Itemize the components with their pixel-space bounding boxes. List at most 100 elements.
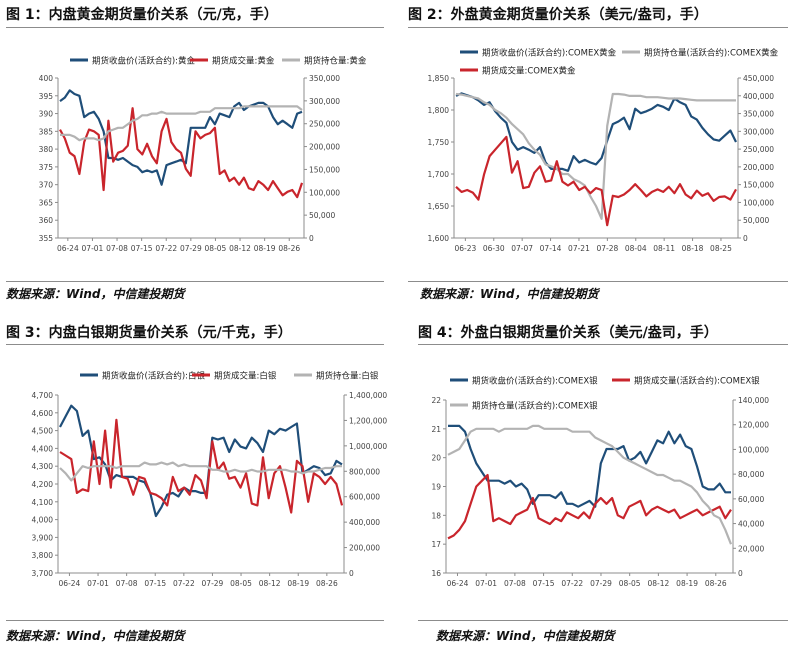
chart-3-right-tick-label: 0 [349,569,354,578]
chart-4-legend-label: 期货收盘价(活跃合约):COMEX银 [472,376,598,387]
chart-4-left-tick-label: 22 [431,396,441,405]
chart-1-right-tick-label: 250,000 [309,120,340,129]
chart-2-right-tick-label: 250,000 [743,145,774,154]
chart-2-series-2-line [455,92,736,220]
chart-3: 3,700 3,800 3,900 4,000 4,100 4,200 4,300 4,400… [32,371,388,589]
chart-3-x-tick-label: 07-15 [144,579,166,588]
source-rule-1 [6,281,384,282]
chart-1-series-1-line [59,89,303,186]
chart-2-right-tick-label: 150,000 [743,181,774,190]
chart-1-title: 图 1：内盘黄金期货量价关系（元/克，手） [6,7,278,23]
title-rule-4 [418,344,788,345]
chart-3-left-tick-label: 4,500 [32,427,54,436]
chart-1-legend-label: 期货成交量:黄金 [212,56,275,67]
chart-1-right-tick-label: 350,000 [309,74,340,83]
chart-2-left-tick-label: 1,600 [428,234,450,243]
chart-3-left-tick-label: 4,200 [32,480,54,489]
chart-1-x-tick-label: 07-08 [106,244,128,253]
chart-4-x-tick-label: 08-05 [619,579,641,588]
chart-3-left-tick-label: 4,100 [32,498,54,507]
chart-4-left-tick-label: 21 [431,425,441,434]
chart-2-series-3-line [455,135,737,227]
chart-1-series-2-line [59,107,304,199]
chart-2-right-tick-label: 200,000 [743,163,774,172]
chart-3-left-tick-label: 4,700 [32,391,54,400]
chart-3-right-tick-label: 600,000 [349,493,380,502]
chart-2-x-tick-label: 08-25 [710,244,732,253]
chart-2-right-tick-label: 300,000 [743,127,774,136]
chart-2-left-tick-label: 1,700 [428,170,450,179]
chart-4-series-1-line [448,424,731,508]
chart-2: 1,600 1,650 1,700 1,750 1,800 1,850 0 50,000 100… [428,48,779,254]
chart-3-left-tick-label: 4,300 [32,462,54,471]
chart-4-left-tick-label: 17 [431,540,441,549]
chart-2-right-tick-label: 50,000 [743,216,769,225]
chart-3-right-tick-label: 200,000 [349,544,380,553]
chart-2-x-tick-label: 07-07 [511,244,533,253]
chart-2-right-tick-label: 350,000 [743,110,774,119]
chart-1-x-tick-label: 06-24 [57,244,79,253]
chart-2-x-tick-label: 07-21 [568,244,590,253]
chart-3-series-2-line [59,418,344,514]
chart-3-x-tick-label: 07-29 [202,579,224,588]
chart-4-right-tick-label: 40,000 [738,520,764,529]
chart-3-x-tick-label: 08-05 [230,579,252,588]
chart-4-right-tick-label: 0 [738,569,743,578]
chart-1-x-tick-label: 08-12 [229,244,251,253]
chart-3-legend-label: 期货成交量:白银 [214,371,277,382]
chart-4-x-tick-label: 08-26 [705,579,727,588]
chart-1-x-tick-label: 07-01 [82,244,104,253]
chart-1-right-tick-label: 300,000 [309,97,340,106]
chart-2-legend-label: 期货收盘价(活跃合约):COMEX黄金 [482,48,617,59]
chart-4-left-tick-label: 16 [431,569,441,578]
chart-1-left-tick-label: 380 [39,145,54,154]
chart-4-x-tick-label: 08-12 [647,579,669,588]
chart-3-legend-label: 期货收盘价(活跃合约):白银 [102,371,205,382]
chart-3-x-tick-label: 06-24 [59,579,81,588]
chart-4-x-tick-label: 07-22 [561,579,583,588]
chart-3-legend-label: 期货持仓量:白银 [316,371,379,382]
chart-3-right-tick-label: 400,000 [349,518,380,527]
chart-1-right-tick-label: 0 [309,234,314,243]
chart-1-left-tick-label: 355 [39,234,54,243]
chart-4-series-3-line [447,424,733,545]
chart-4-source: 数据来源：Wind，中信建投期货 [436,629,615,643]
title-rule-3 [6,344,384,345]
chart-4-right-tick-label: 120,000 [738,421,769,430]
chart-3-x-tick-label: 08-19 [287,579,309,588]
chart-4-right-tick-label: 20,000 [738,544,764,553]
chart-3-left-tick-label: 4,000 [32,516,54,525]
chart-4-right-tick-label: 60,000 [738,495,764,504]
chart-4-right-tick-label: 80,000 [738,470,764,479]
chart-1-legend-label: 期货收盘价(活跃合约):黄金 [92,56,195,67]
chart-4-legend-label: 期货持仓量(活跃合约):COMEX银 [472,401,598,412]
chart-1-left-tick-label: 365 [39,198,54,207]
chart-3-right-tick-label: 1,400,000 [349,391,387,400]
chart-1-left-tick-label: 360 [39,216,54,225]
chart-1-x-tick-label: 07-29 [180,244,202,253]
chart-3-right-tick-label: 1,200,000 [349,416,387,425]
chart-2-x-tick-label: 08-18 [682,244,704,253]
chart-1-x-tick-label: 08-19 [254,244,276,253]
chart-3-right-tick-label: 1,000,000 [349,442,387,451]
chart-4-x-tick-label: 08-19 [676,579,698,588]
chart-3-title: 图 3：内盘白银期货量价关系（元/千克，手） [6,325,292,341]
chart-4-left-tick-label: 19 [431,483,441,492]
chart-3-left-tick-label: 4,600 [32,409,54,418]
chart-3-right-tick-label: 800,000 [349,467,380,476]
chart-2-source: 数据来源：Wind，中信建投期货 [420,287,599,301]
chart-2-right-tick-label: 100,000 [743,198,774,207]
chart-4-x-tick-label: 07-29 [590,579,612,588]
chart-1-right-tick-label: 200,000 [309,143,340,152]
chart-1-left-tick-label: 395 [39,92,54,101]
chart-3-left-tick-label: 3,700 [32,569,54,578]
source-rule-2 [408,281,788,282]
chart-1-x-tick-label: 08-26 [278,244,300,253]
chart-4-x-tick-label: 07-08 [504,579,526,588]
chart-3-x-tick-label: 08-12 [259,579,281,588]
chart-1-right-tick-label: 100,000 [309,188,340,197]
chart-1-left-tick-label: 400 [39,74,54,83]
chart-1-x-tick-label: 08-05 [205,244,227,253]
chart-3-x-tick-label: 07-22 [173,579,195,588]
